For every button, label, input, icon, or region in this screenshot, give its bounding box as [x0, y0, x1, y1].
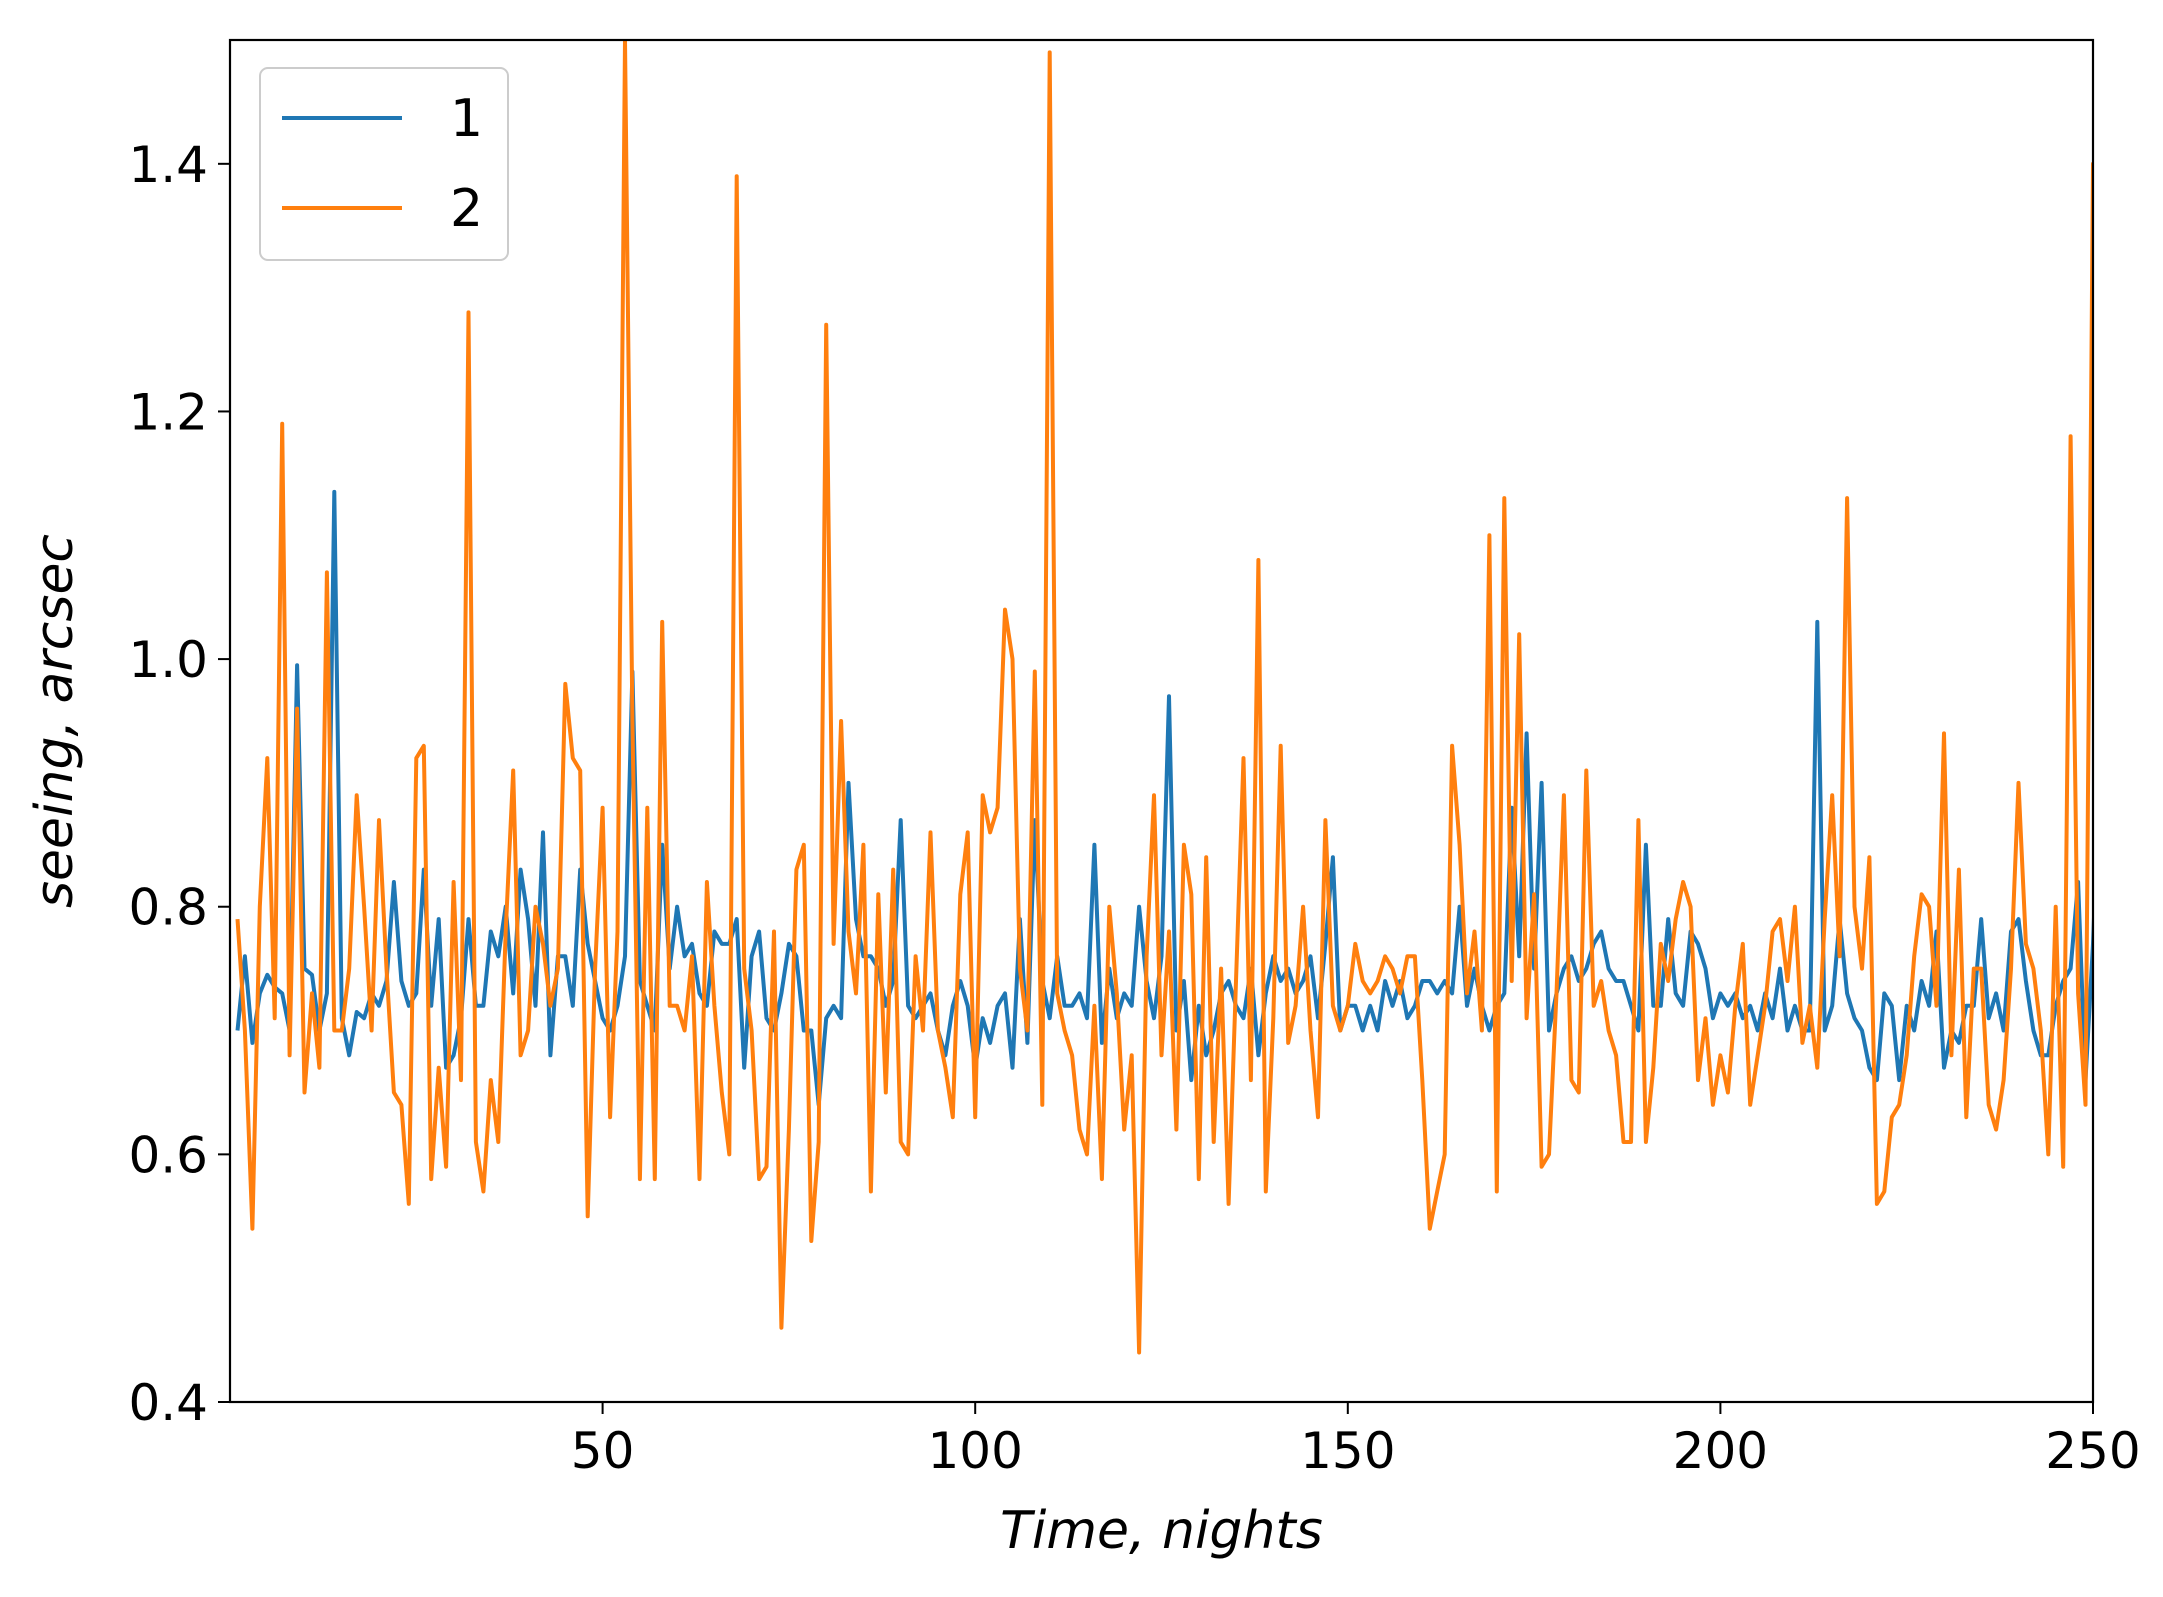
- x-tick-label: 250: [2045, 1422, 2140, 1480]
- legend-label-2: 2: [450, 179, 483, 239]
- x-tick-label: 100: [927, 1422, 1022, 1480]
- plot-frame: [228, 38, 2095, 1404]
- y-axis-ticks: 0.4 0.6 0.8 1.0 1.2 1.4: [128, 136, 230, 1432]
- x-axis-ticks: 50 100 150 200 250: [571, 1402, 2141, 1480]
- x-tick-label: 150: [1300, 1422, 1395, 1480]
- y-tick-label: 0.8: [128, 879, 208, 937]
- legend-label-1: 1: [450, 89, 483, 149]
- y-tick-label: 0.6: [128, 1126, 208, 1184]
- series-layer: [235, 40, 2093, 1355]
- y-tick-label: 1.0: [128, 631, 208, 689]
- legend: 12: [259, 67, 509, 261]
- series-line-1: [235, 489, 2093, 1107]
- y-tick-label: 0.4: [128, 1374, 208, 1432]
- x-tick-label: 200: [1673, 1422, 1768, 1480]
- x-tick-label: 50: [571, 1422, 635, 1480]
- x-axis-label: Time, nights: [1000, 1501, 1323, 1561]
- series-line-2: [235, 40, 2093, 1355]
- y-tick-label: 1.2: [128, 383, 208, 441]
- y-axis-label: seeing, arcsec: [25, 534, 85, 908]
- y-tick-label: 1.4: [128, 136, 208, 194]
